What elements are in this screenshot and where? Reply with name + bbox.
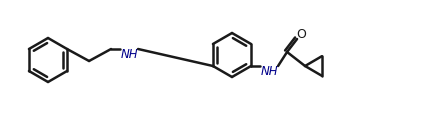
Text: NH: NH bbox=[120, 47, 138, 61]
Text: O: O bbox=[296, 27, 306, 41]
Text: NH: NH bbox=[260, 65, 278, 77]
